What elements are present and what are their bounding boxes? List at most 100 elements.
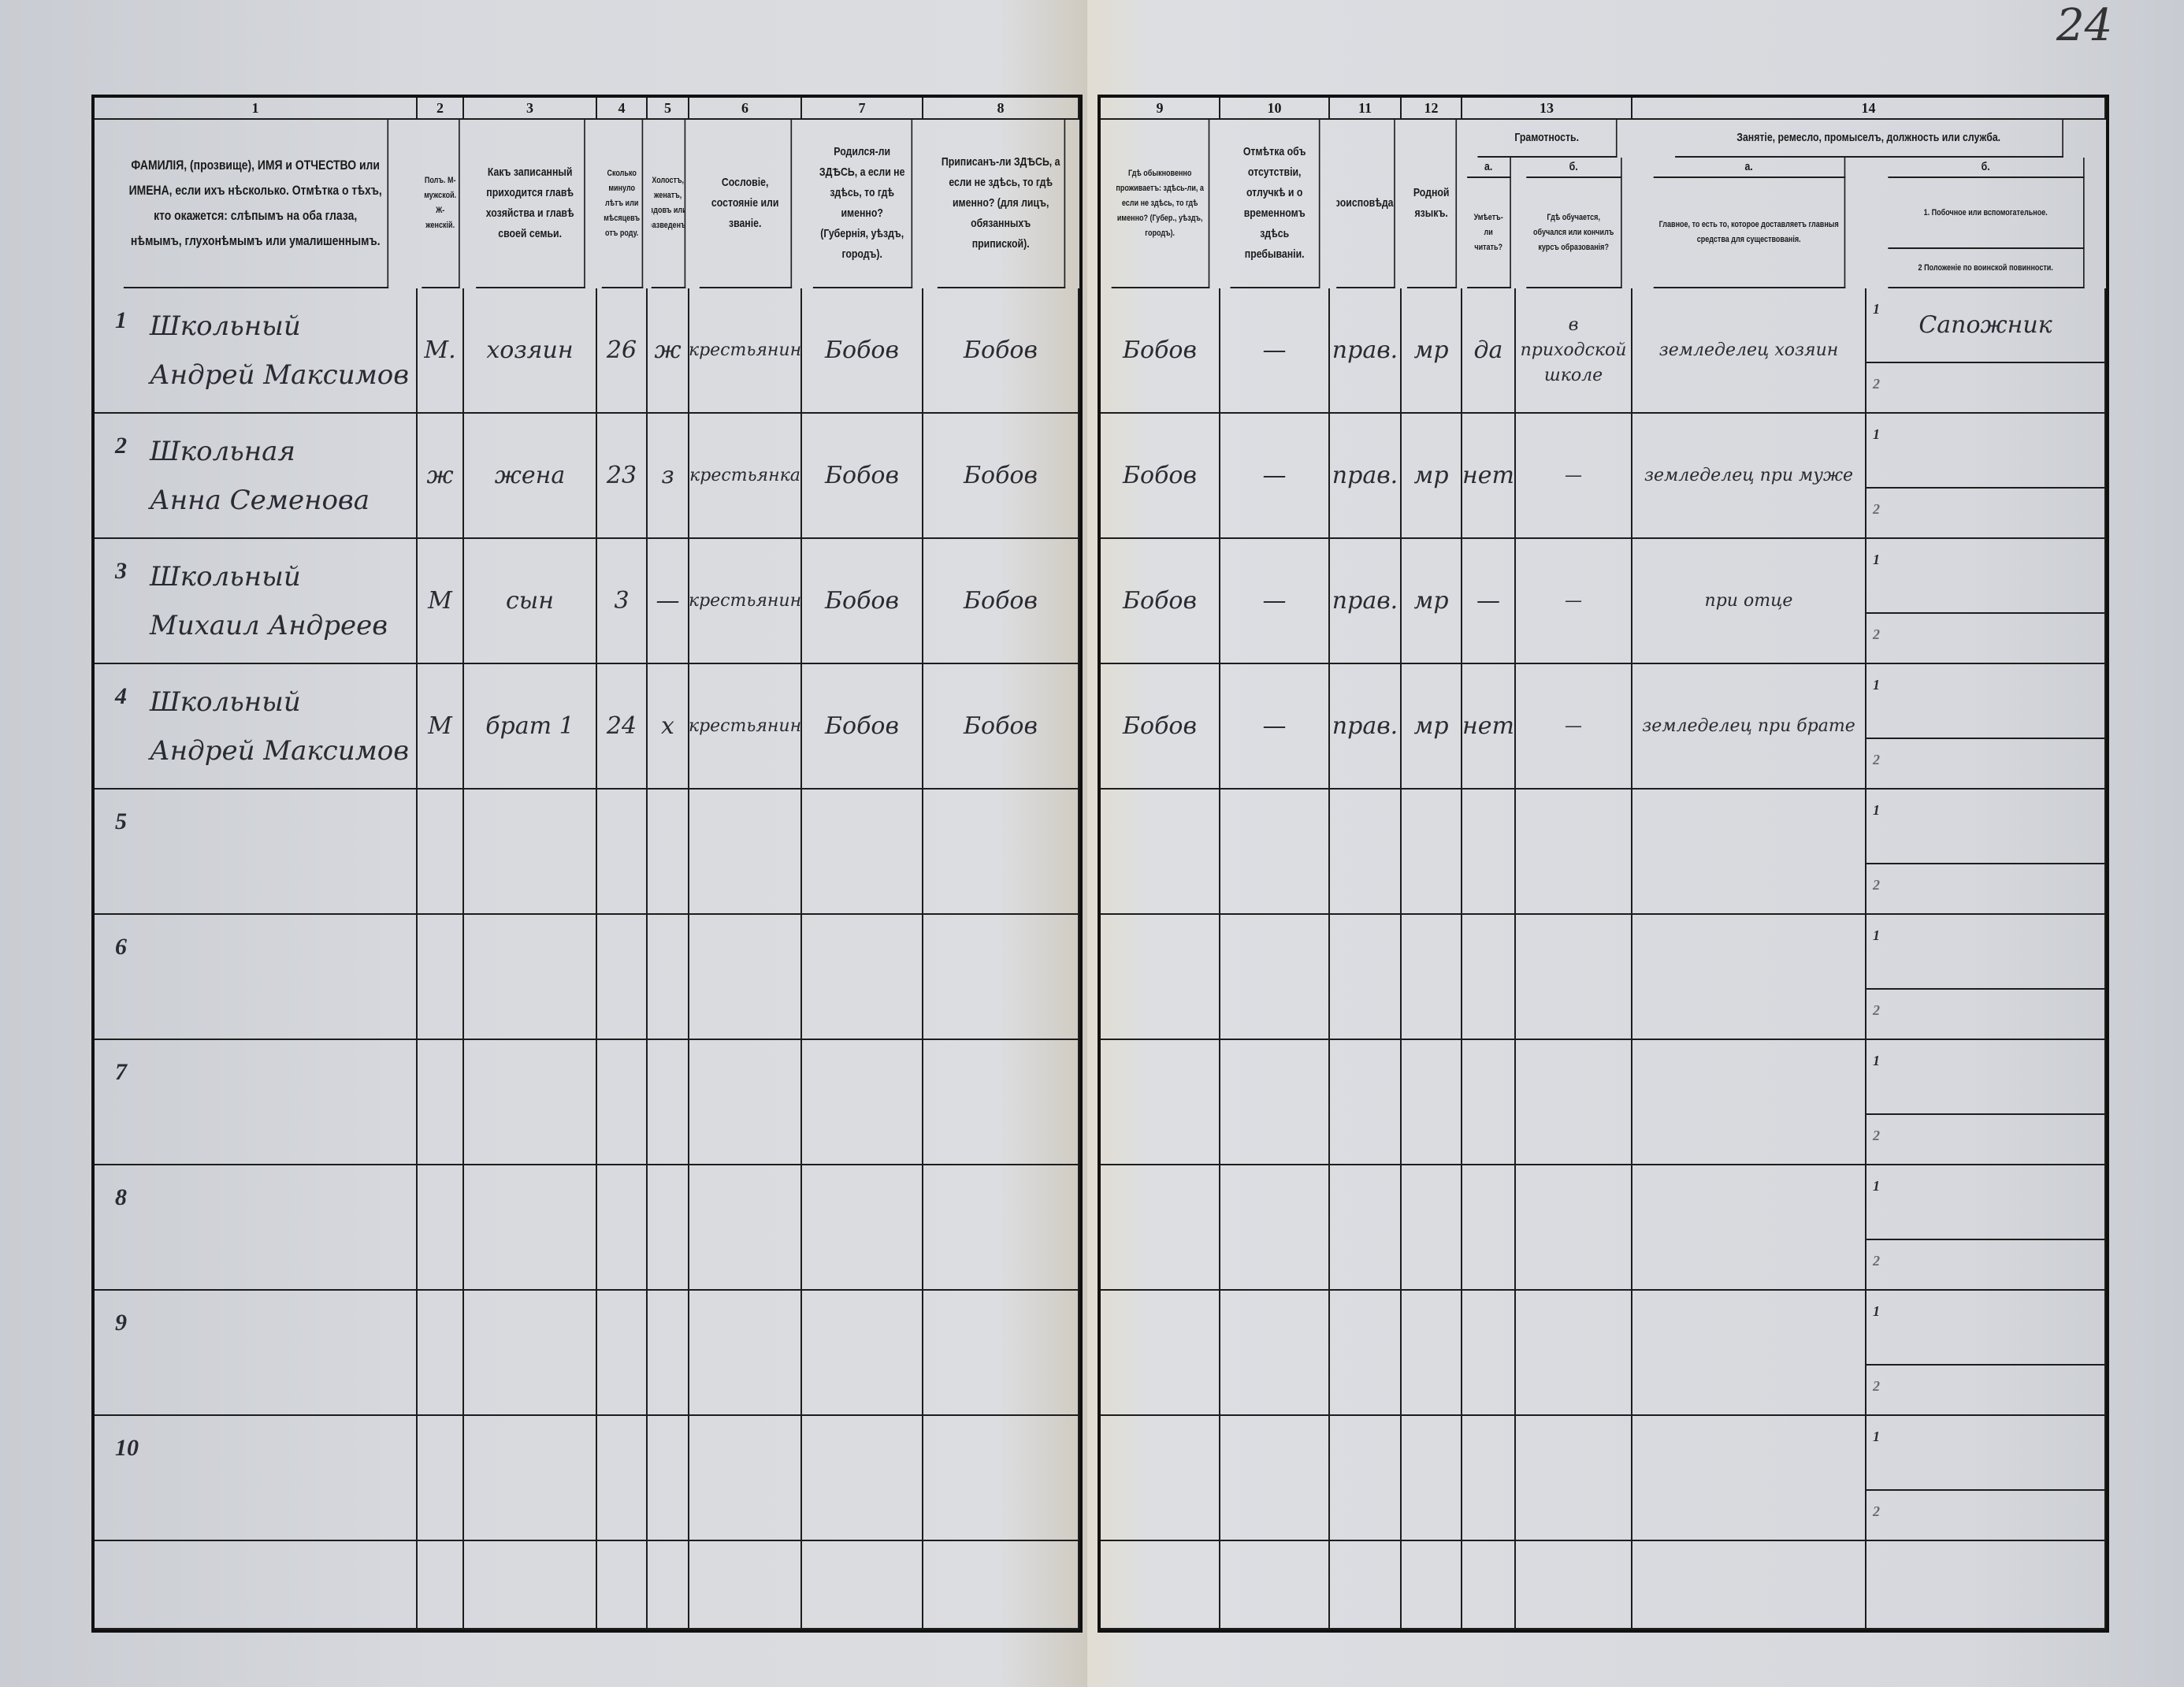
cell-born [802, 790, 923, 915]
cell-literate: — [1462, 539, 1516, 664]
cell-relation [464, 1165, 597, 1291]
cell-education [1516, 790, 1632, 915]
cell-language [1402, 1291, 1462, 1416]
cell-sex: М [418, 539, 464, 664]
sub-row-label: 2 [1873, 1253, 1880, 1269]
blank-cell [1330, 1541, 1402, 1629]
column-number-text: 2 [436, 100, 444, 116]
cell-born-text: Бобов [825, 712, 899, 740]
sub-row-label: 2 [1873, 626, 1880, 642]
column-header-7-text: Родился-ли ЗДѢСЬ, а если не здѣсь, то гд… [819, 145, 905, 261]
cell-estate: крестьянка [689, 414, 802, 539]
cell-occupation: земледелец при брате [1632, 664, 1866, 790]
column-header-14b2: 2 Положеніе по воинской повинности. [1888, 249, 2085, 288]
cell-born [802, 1416, 923, 1541]
cell-sex-text: М [428, 586, 452, 615]
given-name-patronymic: Михаил Андреев [150, 609, 388, 641]
column-number-text: 1 [251, 100, 259, 116]
cell-literate [1462, 1165, 1516, 1291]
column-header-5-text: Холостъ, женатъ, вдовъ или разведенъ. [652, 176, 686, 230]
cell-age-text: 23 [606, 461, 637, 489]
cell-side-occupation: Сапожник 1 [1866, 288, 2106, 363]
cell-registered [923, 1040, 1079, 1165]
cell-religion: прав. [1330, 288, 1402, 414]
column-number: 12 [1402, 98, 1462, 120]
cell-sex-text: М. [424, 336, 456, 364]
cell-literate [1462, 790, 1516, 915]
blank-cell [597, 1541, 648, 1629]
column-number: 2 [418, 98, 464, 120]
surname: Школьный [150, 686, 301, 718]
cell-education: в приходской школе [1516, 288, 1632, 414]
cell-age [597, 1165, 648, 1291]
column-header-6-text: Сословіе, состояніе или званіе. [711, 176, 779, 230]
cell-occupation [1632, 915, 1866, 1040]
row-number: 3 [115, 558, 127, 584]
cell-military-status: 2 [1866, 363, 2106, 414]
cell-registered-text: Бобов [964, 712, 1038, 740]
column-header-10: Отмѣтка объ отсутствіи, отлучкѣ и о врем… [1230, 120, 1320, 288]
cell-registered: Бобов [923, 664, 1079, 790]
column-number: 9 [1101, 98, 1220, 120]
cell-sex [418, 1416, 464, 1541]
cell-sex [418, 1165, 464, 1291]
cell-education-text: в приходской школе [1520, 314, 1627, 385]
left-page [0, 0, 1087, 1687]
column-header-13b-letter-text: б. [1569, 160, 1578, 173]
column-header-1-text: ФАМИЛІЯ, (прозвище), ИМЯ и ОТЧЕСТВО или … [128, 158, 382, 248]
cell-occupation-text: земледелец при муже [1644, 465, 1854, 485]
right-page [1087, 0, 2184, 1687]
cell-sex-text: М [428, 712, 452, 740]
cell-marital: ж [648, 288, 689, 414]
cell-literate: нет [1462, 414, 1516, 539]
sub-row-label: 2 [1873, 1128, 1880, 1143]
row-number: 9 [115, 1310, 127, 1336]
cell-age [597, 1040, 648, 1165]
cell-sex [418, 790, 464, 915]
cell-relation [464, 1040, 597, 1165]
cell-literate [1462, 1291, 1516, 1416]
entry-name: 5 [95, 790, 418, 915]
cell-language [1402, 790, 1462, 915]
cell-relation: хозяин [464, 288, 597, 414]
cell-marital [648, 790, 689, 915]
column-number: 7 [802, 98, 923, 120]
column-number: 3 [464, 98, 597, 120]
cell-relation: жена [464, 414, 597, 539]
column-header-14a: Главное, то есть то, которое доставляетъ… [1653, 178, 1846, 288]
cell-relation [464, 915, 597, 1040]
cell-military-status: 2 [1866, 739, 2106, 790]
cell-military-status: 2 [1866, 1240, 2106, 1291]
column-header-13-title-text: Грамотность. [1514, 131, 1580, 144]
cell-language-text: мр [1413, 336, 1449, 364]
column-header-8: Приписанъ-ли ЗДѢСЬ, а если не здѣсь, то … [937, 120, 1066, 288]
cell-absence: — [1220, 288, 1330, 414]
cell-marital-text: ж [654, 336, 682, 364]
surname: Школьный [150, 310, 301, 342]
column-header-6: Сословіе, состояніе или званіе. [699, 120, 793, 288]
row-number: 10 [115, 1435, 139, 1461]
right-table-frame [1098, 95, 2109, 1633]
cell-estate-text: крестьянин [689, 590, 802, 611]
cell-resides: Бобов [1101, 414, 1220, 539]
cell-marital: х [648, 664, 689, 790]
cell-occupation-text: при отце [1704, 590, 1793, 611]
cell-education [1516, 1040, 1632, 1165]
cell-born-text: Бобов [825, 336, 899, 364]
cell-language [1402, 915, 1462, 1040]
column-header-14-title: Занятіе, ремесло, промыселъ, должность и… [1675, 120, 2063, 158]
cell-relation: брат 1 [464, 664, 597, 790]
given-name-patronymic: Андрей Максимов [150, 734, 410, 767]
cell-marital: — [648, 539, 689, 664]
cell-sex-text: ж [426, 461, 454, 489]
cell-relation [464, 790, 597, 915]
column-number: 1 [95, 98, 418, 120]
column-number-text: 8 [997, 100, 1005, 116]
cell-born: Бобов [802, 539, 923, 664]
cell-age-text: 26 [606, 336, 637, 364]
cell-military-status: 2 [1866, 1115, 2106, 1165]
cell-side-occupation: 1 [1866, 1291, 2106, 1366]
cell-sex [418, 1291, 464, 1416]
cell-occupation: при отце [1632, 539, 1866, 664]
cell-registered [923, 790, 1079, 915]
